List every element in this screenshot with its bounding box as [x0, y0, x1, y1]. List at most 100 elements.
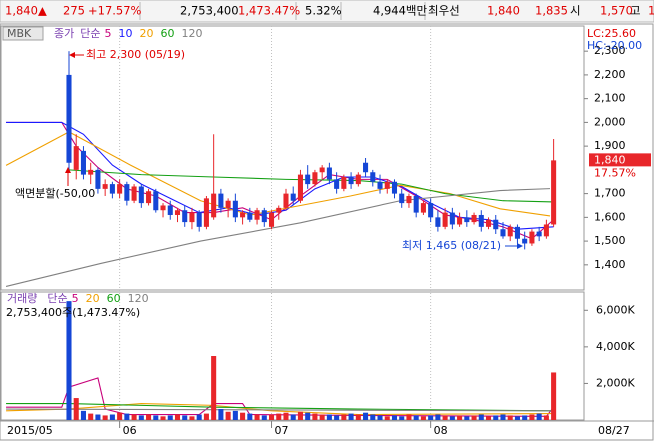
volume-bar: [124, 413, 130, 420]
volume-bar: [305, 412, 311, 420]
y-tick-label: 1,500: [594, 234, 626, 247]
candle-body: [478, 214, 484, 227]
volume-bar: [464, 416, 470, 420]
candle-body: [240, 212, 246, 218]
legend-label: 단순: [80, 27, 100, 40]
y-tick-label: 1,600: [594, 210, 626, 223]
candle-body: [406, 195, 412, 204]
header-item: 시: [570, 4, 581, 18]
volume-bar: [485, 416, 492, 420]
volume-bar: [522, 415, 528, 420]
volume-bar: [211, 356, 217, 420]
volume-bar: [442, 415, 448, 420]
volume-summary: 2,753,400주(1,473.47%): [6, 306, 140, 319]
y-tick-label: 4,000K: [596, 340, 635, 353]
volume-bar: [471, 415, 477, 420]
volume-bar: [174, 414, 181, 420]
header-bar: [0, 0, 654, 23]
candle-body: [363, 162, 369, 173]
volume-bar: [117, 412, 123, 420]
volume-bar: [543, 415, 549, 420]
legend-entry: 5: [72, 292, 79, 305]
legend-title: 거래량: [7, 292, 37, 305]
candle-body: [420, 203, 426, 213]
candle-body: [124, 184, 130, 201]
lc-label: LC:25.60: [587, 27, 636, 40]
candle-body: [391, 181, 398, 194]
candle-body: [174, 210, 181, 215]
candle-body: [355, 174, 361, 185]
price-panel: [0, 25, 585, 291]
volume-bar: [384, 416, 390, 420]
volume-bar: [312, 413, 318, 420]
y-tick-label: 1,400: [594, 258, 626, 271]
candle-body: [457, 217, 463, 225]
candle-body: [218, 193, 224, 208]
x-tick-label: 07: [275, 424, 289, 437]
y-tick-label: 1,900: [594, 139, 626, 152]
candle-body: [261, 210, 267, 223]
x-tick-label: 06: [123, 424, 137, 437]
candle-body: [117, 184, 123, 194]
candle-body: [449, 212, 455, 225]
volume-bar: [341, 414, 347, 420]
volume-bar: [493, 415, 499, 420]
x-tick-label: 2015/05: [7, 424, 53, 437]
low-annotation: 최저 1,465 (08/21): [402, 239, 501, 252]
volume-bar: [391, 415, 398, 420]
volume-bar: [261, 415, 267, 420]
volume-bar: [399, 416, 405, 420]
candle-body: [160, 205, 166, 211]
candle-body: [348, 176, 354, 185]
volume-bar: [160, 416, 166, 420]
volume-bar: [413, 415, 419, 420]
volume-bar: [529, 414, 535, 420]
header-item: 1,840: [5, 4, 38, 18]
volume-bar: [449, 416, 455, 420]
candle-body: [326, 167, 332, 180]
y-tick-label: 1,700: [594, 187, 626, 200]
volume-bar: [167, 415, 173, 420]
volume-bar: [88, 413, 94, 420]
header-item: 5.32%: [305, 4, 342, 18]
legend-entry: 20: [140, 27, 154, 40]
volume-bar: [457, 415, 463, 420]
volume-bar: [146, 414, 152, 420]
volume-bar: [334, 415, 340, 420]
candle-body: [428, 203, 434, 218]
y-tick-label: 2,200: [594, 68, 626, 81]
legend-entry: 20: [86, 292, 100, 305]
volume-bar: [326, 414, 332, 420]
candle-body: [196, 212, 202, 227]
candle-body: [413, 195, 419, 213]
candle-body: [319, 167, 325, 173]
candle-body: [254, 210, 260, 220]
candle-body: [341, 176, 347, 189]
volume-bar: [153, 415, 159, 420]
last-date: 08/27: [598, 424, 630, 437]
volume-bar: [377, 415, 383, 420]
candle-body: [80, 150, 86, 175]
volume-bar: [225, 411, 231, 420]
volume-bar: [240, 412, 246, 420]
volume-bar: [428, 415, 434, 420]
candle-body: [464, 217, 470, 223]
legend-badge: [2, 26, 44, 41]
y-tick-label: 2,000K: [596, 376, 635, 389]
split-arrow-head: [65, 167, 71, 173]
volume-bar: [95, 414, 101, 420]
header-item: 1: [648, 4, 654, 18]
candle-body: [203, 198, 209, 227]
legend-entry: 60: [107, 292, 121, 305]
legend-entry: 5: [105, 27, 112, 40]
candle-body: [312, 172, 318, 185]
volume-bar: [363, 412, 369, 420]
candle-body: [153, 191, 159, 211]
candle-body: [551, 160, 557, 225]
header-item: 고: [630, 4, 641, 18]
candle-body: [232, 200, 238, 218]
volume-bar: [370, 414, 376, 420]
